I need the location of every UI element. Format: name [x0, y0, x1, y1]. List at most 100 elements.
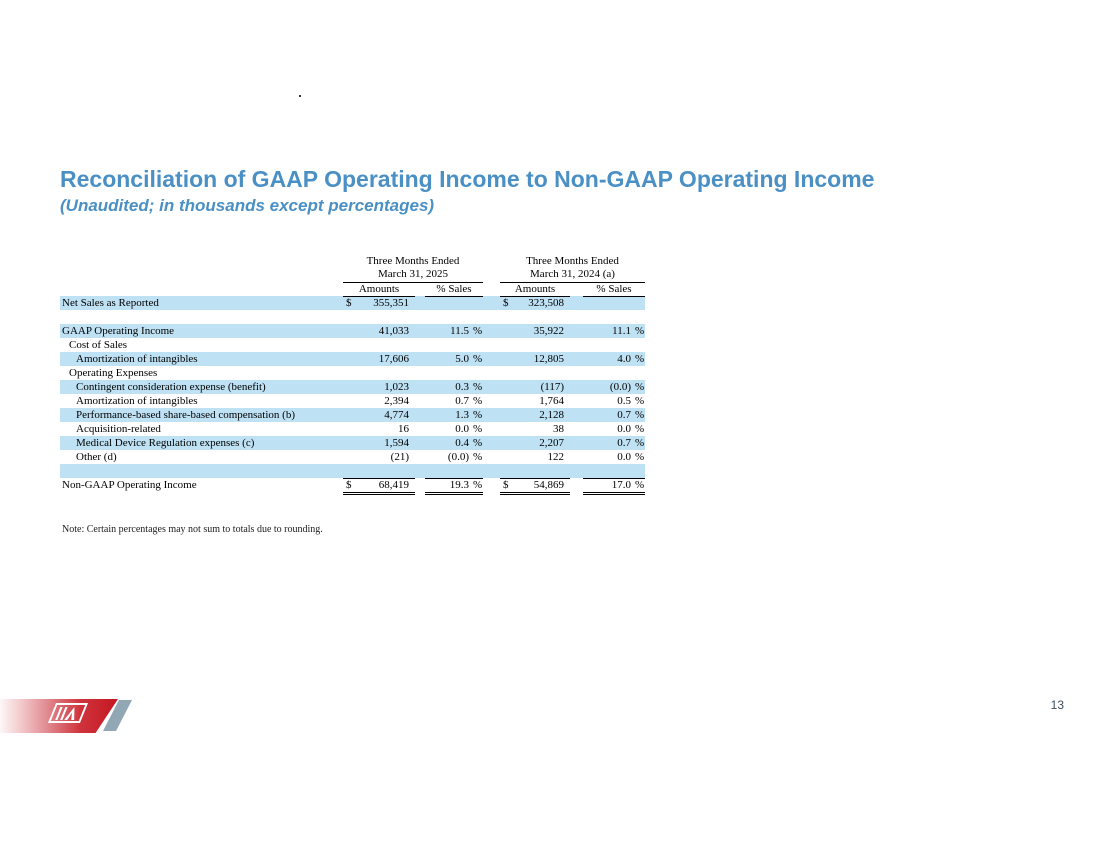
- column-gap: [415, 464, 425, 478]
- header-empty-cell: [60, 268, 343, 282]
- col-amounts-2024: Amounts: [500, 282, 570, 297]
- col-amounts-2025: Amounts: [343, 282, 415, 297]
- column-gap: [415, 478, 425, 493]
- pct-cell-2025: [425, 366, 483, 380]
- pct-cell-2025: 0.4%: [455, 436, 483, 449]
- pct-cell-2024: 17.0%: [583, 477, 645, 495]
- row-label: Operating Expenses: [69, 366, 158, 379]
- note-text: Note: Certain percentages may not sum to…: [62, 524, 323, 535]
- dollar-sign-cell: [343, 422, 357, 436]
- slide-title: Reconciliation of GAAP Operating Income …: [60, 166, 875, 192]
- column-gap: [415, 352, 425, 366]
- pct-cell-2025: [425, 338, 483, 352]
- group-gap: [483, 366, 500, 380]
- dollar-sign-cell: [500, 366, 514, 380]
- pct-cell-2024: 11.1%: [612, 324, 645, 337]
- column-gap: [570, 324, 583, 338]
- row-label: Cost of Sales: [69, 338, 128, 351]
- table-row: Cost of Sales: [60, 338, 645, 352]
- amount-cell-2025: [357, 338, 415, 352]
- table-row: Performance-based share-based compensati…: [60, 408, 645, 422]
- column-gap: [415, 282, 425, 296]
- header-row-columns: Amounts % Sales Amounts % Sales: [60, 282, 645, 297]
- row-label: Other (d): [76, 450, 117, 463]
- pct-cell-2025: [425, 296, 483, 310]
- column-gap: [415, 296, 425, 310]
- row-label: Net Sales as Reported: [62, 296, 159, 309]
- dollar-sign-cell: [500, 352, 514, 366]
- pct-cell-2024: [583, 338, 645, 352]
- pct-cell-2025: [425, 464, 483, 478]
- col-group-1-line1: Three Months Ended: [366, 254, 460, 267]
- col-pct-sales-2025: % Sales: [425, 282, 483, 297]
- table-body: Net Sales as Reported $355,351 $323,508 GAA…: [60, 296, 645, 495]
- amount-cell-2024: 2,128: [539, 408, 564, 421]
- amount-cell-2025: 16: [398, 422, 409, 435]
- table-row: Amortization of intangibles 2,394 0.7% 1,76…: [60, 394, 645, 408]
- column-gap: [570, 352, 583, 366]
- column-gap: [570, 310, 583, 324]
- row-label: Performance-based share-based compensati…: [76, 408, 295, 421]
- header-empty-cell: [60, 254, 343, 268]
- pct-cell-2024: 0.0%: [617, 450, 645, 463]
- row-label: Contingent consideration expense (benefi…: [76, 380, 266, 393]
- pct-cell-2025: 19.3%: [425, 477, 483, 495]
- pct-cell-2025: [425, 310, 483, 324]
- amount-cell-2024: [514, 338, 570, 352]
- row-label: [60, 464, 343, 478]
- group-gap: [483, 422, 500, 436]
- table-row: Other (d) (21) (0.0)% 122 0.0%: [60, 450, 645, 464]
- amount-cell-2025: 355,351: [373, 296, 409, 309]
- table-row: Acquisition-related 16 0.0% 38 0.0%: [60, 422, 645, 436]
- dollar-sign-cell: [500, 338, 514, 352]
- amount-cell-2025: 4,774: [384, 408, 409, 421]
- column-gap: [570, 464, 583, 478]
- column-gap: [415, 324, 425, 338]
- stray-dot: [299, 95, 301, 97]
- slide-subtitle: (Unaudited; in thousands except percenta…: [60, 196, 435, 215]
- col-group-1-line2: March 31, 2025: [343, 268, 483, 283]
- dollar-sign-cell: [500, 464, 514, 478]
- dollar-sign-cell: [343, 450, 357, 464]
- page-number: 13: [1050, 698, 1064, 712]
- spacer-row: [60, 310, 645, 324]
- amount-cell-2025: 1,023: [384, 380, 409, 393]
- pct-cell-2024: [583, 464, 645, 478]
- dollar-sign-cell: [500, 324, 514, 338]
- dollar-sign-cell: [343, 324, 357, 338]
- table-row: Amortization of intangibles 17,606 5.0% 12,…: [60, 352, 645, 366]
- col-group-2-line1: Three Months Ended: [526, 254, 619, 267]
- dollar-sign-cell: [343, 408, 357, 422]
- dollar-sign-cell: $: [343, 477, 357, 495]
- row-label: [60, 310, 343, 324]
- table-row: Net Sales as Reported $355,351 $323,508: [60, 296, 645, 310]
- dollar-sign-cell: [500, 450, 514, 464]
- dollar-sign-cell: [500, 436, 514, 450]
- col-group-2-line2: March 31, 2024 (a): [500, 268, 645, 283]
- dollar-sign-cell: $: [346, 296, 352, 309]
- amount-cell-2025: 2,394: [384, 394, 409, 407]
- pct-cell-2024: [583, 310, 645, 324]
- row-label: Medical Device Regulation expenses (c): [76, 436, 255, 449]
- column-gap: [570, 296, 583, 310]
- amount-cell-2024: (117): [540, 380, 564, 393]
- group-gap: [483, 478, 500, 493]
- column-gap: [483, 282, 500, 296]
- amount-cell-2024: [514, 310, 570, 324]
- group-gap: [483, 450, 500, 464]
- pct-cell-2025: 1.3%: [455, 408, 483, 421]
- pct-cell-2025: 0.3%: [455, 380, 483, 393]
- pct-cell-2024: 0.7%: [617, 408, 645, 421]
- header-row-period: Three Months Ended Three Months Ended: [60, 254, 645, 268]
- amount-cell-2025: [357, 366, 415, 380]
- dollar-sign-cell: [343, 338, 357, 352]
- pct-cell-2025: 5.0%: [455, 352, 483, 365]
- row-label: Amortization of intangibles: [76, 352, 198, 365]
- column-gap: [570, 422, 583, 436]
- amount-cell-2025: (21): [390, 450, 409, 463]
- group-gap: [483, 310, 500, 324]
- column-gap: [570, 338, 583, 352]
- dollar-sign-cell: [500, 310, 514, 324]
- mesa-m-logo-icon: [47, 703, 89, 723]
- column-gap: [415, 366, 425, 380]
